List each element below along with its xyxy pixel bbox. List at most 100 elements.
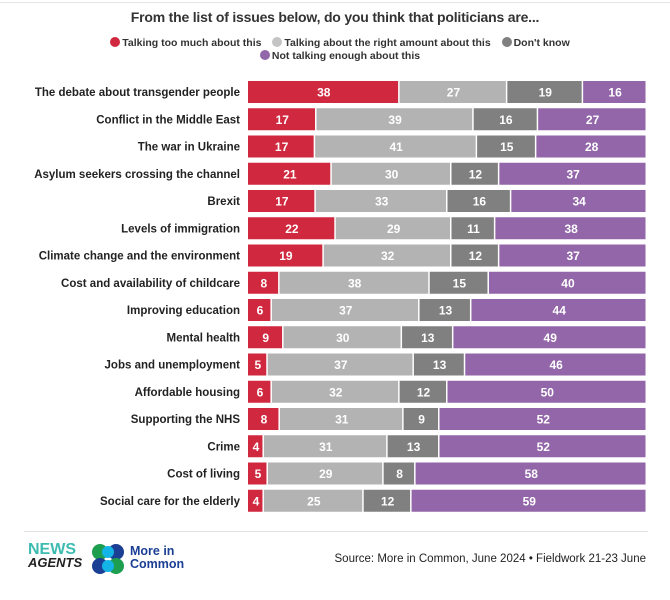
- data-label: 8: [261, 413, 268, 427]
- data-label: 33: [375, 195, 389, 209]
- data-label: 58: [525, 467, 539, 481]
- bar-segment: [419, 299, 470, 321]
- bar-segment: [248, 489, 263, 512]
- data-label: 38: [317, 86, 331, 100]
- bar-segment: [403, 408, 439, 430]
- category-label: Climate change and the environment: [39, 251, 240, 263]
- data-label: 44: [553, 304, 567, 318]
- data-label: 59: [523, 494, 537, 508]
- bar-segment: [263, 489, 363, 512]
- bar-segment: [331, 162, 450, 185]
- data-label: 5: [255, 467, 262, 481]
- legend-swatch: [259, 50, 270, 60]
- legend-swatch: [110, 37, 121, 47]
- data-label: 52: [537, 413, 551, 427]
- bar-segment: [453, 326, 646, 349]
- data-label: 12: [469, 167, 483, 181]
- data-label: 17: [275, 195, 289, 209]
- logo-text: Common: [130, 557, 185, 571]
- data-label: 30: [385, 167, 399, 181]
- legend-item-dont-know: Don't know: [501, 37, 570, 50]
- legend-item-too-much: Talking too much about this: [110, 37, 261, 50]
- bar-segment: [316, 108, 473, 131]
- bar-segment: [383, 462, 415, 485]
- bar-segment: [248, 353, 267, 376]
- bar-segment: [471, 299, 646, 321]
- bar-segment: [399, 380, 446, 403]
- data-label: 37: [567, 249, 581, 263]
- legend-label: Not talking enough about this: [271, 50, 421, 62]
- bar-segment: [538, 108, 646, 131]
- more-in-common-logo-text: More in Common: [130, 545, 184, 571]
- category-label: Jobs and unemployment: [105, 360, 241, 372]
- bar-segment: [279, 271, 429, 294]
- data-label: 12: [469, 249, 483, 263]
- data-label: 4: [253, 440, 260, 454]
- data-label: 19: [279, 249, 293, 263]
- bar-segment: [536, 135, 646, 158]
- legend-item-not-enough: Not talking enough about this: [259, 50, 421, 63]
- category-label: Supporting the NHS: [131, 414, 241, 426]
- bar-segment: [473, 108, 537, 131]
- bar-segment: [248, 462, 267, 485]
- bar-segment: [402, 326, 452, 349]
- legend-label: Talking about the right amount about thi…: [284, 37, 491, 49]
- bar-segment: [439, 435, 646, 458]
- data-label: 16: [473, 195, 487, 209]
- bar-segment: [248, 162, 331, 185]
- bar-segment: [447, 380, 646, 403]
- category-label: Asylum seekers crossing the channel: [34, 169, 240, 181]
- divider: [0, 2, 670, 3]
- bar-segment: [271, 380, 399, 403]
- bar-segment: [267, 462, 383, 485]
- legend-label: Talking too much about this: [122, 37, 262, 49]
- bar-segment: [451, 162, 498, 185]
- bar-segment: [248, 244, 323, 267]
- bar-segment: [279, 408, 403, 430]
- data-label: 38: [348, 276, 362, 290]
- bar-segment: [271, 299, 419, 321]
- bar-segment: [363, 489, 411, 512]
- category-label: Conflict in the Middle East: [96, 114, 240, 126]
- bar-segment: [447, 190, 510, 212]
- bar-segment: [248, 190, 315, 212]
- bar-segment: [263, 435, 387, 458]
- category-label: The debate about transgender people: [35, 87, 240, 99]
- bar-segment: [248, 81, 399, 103]
- bar-segment: [248, 326, 283, 349]
- bar-segment: [248, 271, 279, 294]
- legend-item-right-amount: Talking about the right amount about thi…: [272, 37, 491, 50]
- data-label: 15: [500, 140, 514, 154]
- data-label: 50: [541, 385, 555, 399]
- logo-text: NEWS: [28, 541, 76, 558]
- logo-text: More in: [130, 544, 175, 558]
- bar-segment: [248, 408, 279, 430]
- bar-segment: [451, 244, 498, 267]
- category-label: Social care for the elderly: [100, 496, 241, 508]
- data-label: 22: [285, 222, 299, 236]
- data-label: 27: [586, 113, 600, 127]
- data-label: 12: [381, 494, 395, 508]
- data-label: 13: [407, 440, 421, 454]
- bar-segment: [465, 353, 646, 376]
- bar-segment: [511, 190, 646, 212]
- bar-segment: [583, 81, 646, 103]
- bar-segment: [248, 380, 271, 403]
- category-label: The war in Ukraine: [138, 142, 240, 154]
- data-label: 12: [417, 385, 431, 399]
- data-label: 21: [283, 167, 297, 181]
- data-label: 15: [453, 276, 467, 290]
- data-label: 11: [467, 222, 480, 236]
- data-label: 25: [307, 494, 321, 508]
- data-label: 4: [253, 494, 260, 508]
- legend-label: Don't know: [513, 37, 570, 49]
- data-label: 16: [499, 113, 513, 127]
- bar-segment: [439, 408, 646, 430]
- category-label: Cost and availability of childcare: [61, 278, 240, 290]
- data-label: 28: [585, 140, 599, 154]
- data-label: 38: [565, 222, 579, 236]
- data-label: 6: [257, 304, 264, 318]
- divider: [24, 531, 648, 532]
- legend-swatch: [501, 37, 512, 47]
- data-label: 17: [275, 140, 289, 154]
